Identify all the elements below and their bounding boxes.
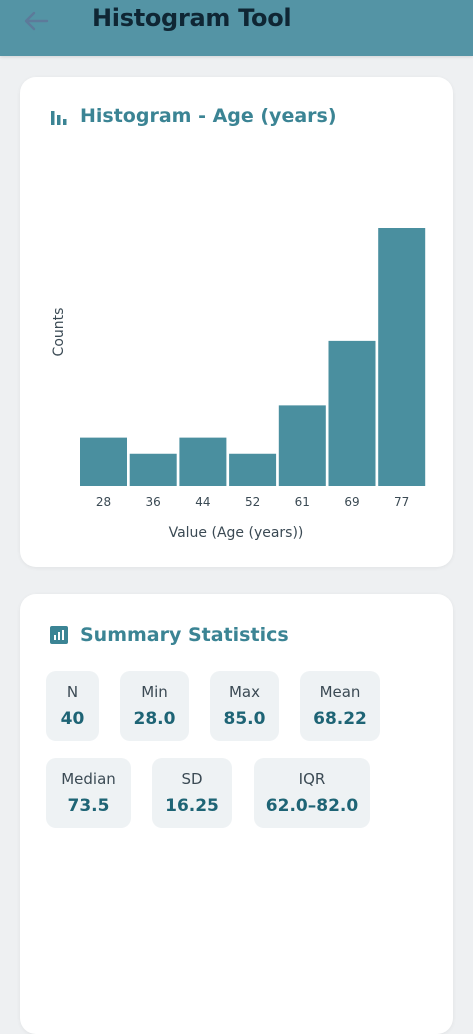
stat-value: 16.25 (165, 796, 219, 816)
histogram-title: Histogram - Age (years) (80, 105, 337, 127)
histogram-chart: 28 36 44 52 61 69 77 Counts Value (Age (years)… (51, 228, 426, 541)
stat-label: Median (61, 770, 116, 788)
stat-tile-mean: Mean 68.22 (300, 671, 380, 741)
stat-label: Min (141, 683, 168, 701)
summary-card: Summary Statistics N 40 Min 28.0 Max 85.… (20, 594, 453, 1034)
histogram-bar (229, 453, 277, 486)
x-axis-label: Value (Age (years)) (169, 525, 304, 541)
app-bar: Histogram Tool (0, 0, 473, 56)
stat-label: Mean (319, 683, 361, 701)
histogram-bar (179, 437, 227, 486)
stat-value: 73.5 (67, 796, 110, 816)
stat-tile-n: N 40 (46, 671, 99, 741)
stat-value: 85.0 (223, 709, 266, 729)
back-button[interactable] (18, 6, 54, 36)
x-tick-label: 77 (394, 495, 409, 509)
x-tick-label: 44 (195, 495, 210, 509)
histogram-bar (328, 340, 376, 486)
x-tick-label: 28 (96, 495, 111, 509)
stat-label: N (66, 683, 79, 701)
stat-tile-sd: SD 16.25 (152, 758, 232, 828)
x-tick-label: 36 (146, 495, 161, 509)
stat-tile-median: Median 73.5 (46, 758, 131, 828)
stat-tile-min: Min 28.0 (120, 671, 189, 741)
histogram-bar (278, 405, 326, 486)
stat-value: 68.22 (313, 709, 367, 729)
stats-icon (50, 626, 68, 644)
stat-value: 40 (60, 709, 85, 729)
x-tick-label: 52 (245, 495, 260, 509)
stat-value: 62.0–82.0 (265, 796, 359, 816)
summary-title: Summary Statistics (80, 624, 289, 646)
stat-tile-iqr: IQR 62.0–82.0 (254, 758, 370, 828)
histogram-card: Histogram - Age (years) 28 36 44 52 61 69 77 C… (20, 77, 453, 567)
arrow-left-icon (24, 11, 49, 31)
histogram-header: Histogram - Age (years) (50, 105, 337, 127)
stat-value: 28.0 (133, 709, 176, 729)
stat-label: IQR (298, 770, 326, 788)
stat-label: SD (181, 770, 203, 788)
stat-label: Max (228, 683, 260, 701)
page-title: Histogram Tool (92, 4, 292, 32)
histogram-bar (129, 453, 177, 486)
y-axis-label: Counts (51, 308, 67, 357)
summary-header: Summary Statistics (50, 624, 289, 646)
x-tick-label: 61 (295, 495, 310, 509)
stat-tile-max: Max 85.0 (210, 671, 279, 741)
histogram-bar (80, 437, 127, 486)
bar-chart-icon (51, 111, 67, 125)
x-tick-label: 69 (344, 495, 359, 509)
histogram-bar (378, 228, 426, 486)
